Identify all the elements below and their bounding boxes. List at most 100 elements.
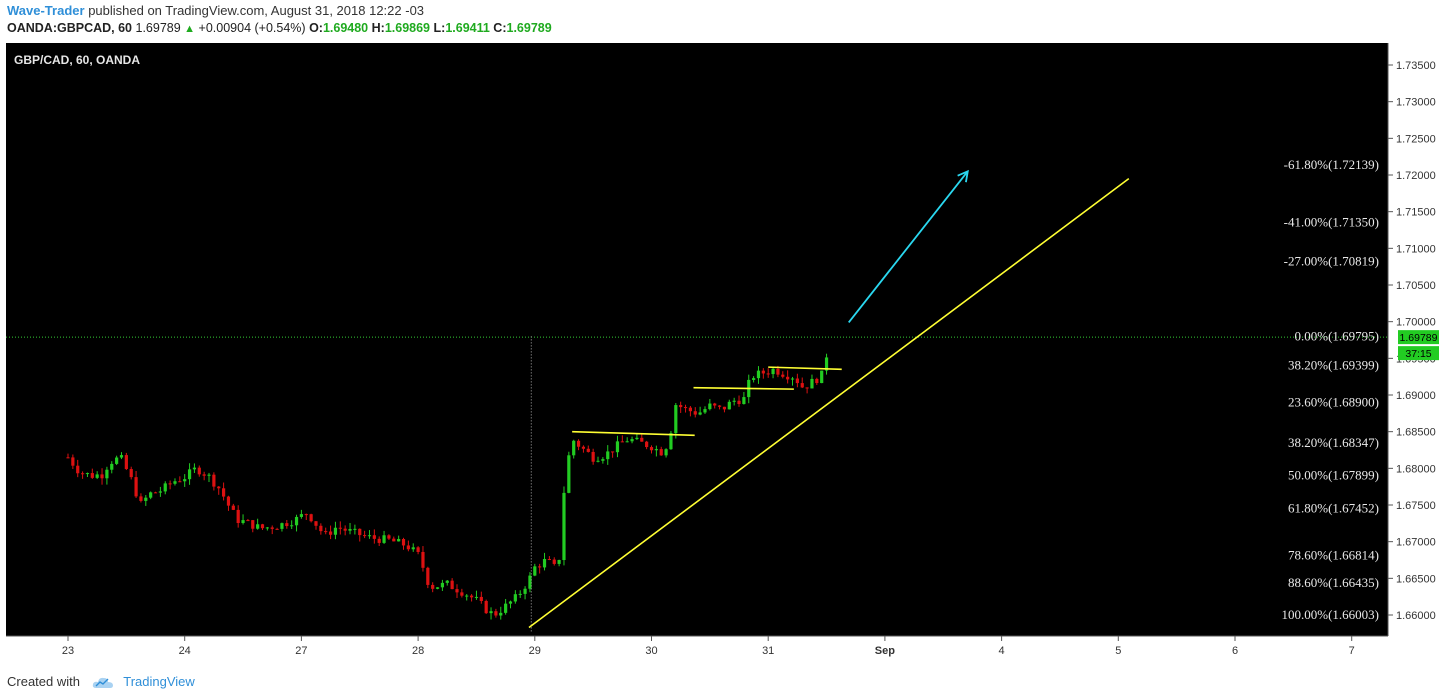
chart-title: GBP/CAD, 60, OANDA bbox=[14, 53, 140, 67]
price-tick-label: 1.71500 bbox=[1396, 207, 1436, 219]
candle-body bbox=[630, 439, 634, 442]
candle-body bbox=[328, 531, 333, 535]
price-change: +0.00904 (+0.54%) bbox=[198, 21, 306, 35]
candle-body bbox=[533, 566, 537, 576]
candle-body bbox=[416, 547, 420, 552]
candle-body bbox=[231, 505, 235, 510]
candle-body bbox=[333, 527, 338, 535]
resistance-line bbox=[693, 386, 794, 390]
price-tick-label: 1.71000 bbox=[1396, 243, 1436, 255]
candle-body bbox=[246, 520, 250, 522]
candle-body bbox=[790, 378, 795, 380]
candle-body bbox=[110, 463, 114, 470]
price-axis[interactable]: 1.73500 1.73000 1.72500 1.72000 1.71500 1.710… bbox=[1388, 60, 1439, 622]
candle-body bbox=[698, 412, 702, 415]
candle-body bbox=[241, 520, 245, 524]
time-tick-label: 24 bbox=[179, 645, 191, 657]
candle-body bbox=[732, 400, 736, 402]
candle-body bbox=[324, 531, 328, 533]
candle-body bbox=[212, 474, 216, 487]
candle-body bbox=[178, 481, 182, 483]
candle-body bbox=[771, 368, 775, 375]
candle-body bbox=[504, 603, 508, 613]
candles-group bbox=[66, 353, 829, 620]
close-value: 1.69789 bbox=[506, 21, 552, 35]
time-tick-label: 27 bbox=[295, 645, 307, 657]
candle-body bbox=[484, 600, 488, 614]
price-tick-label: 1.73500 bbox=[1396, 60, 1436, 72]
high-label: H: bbox=[371, 21, 385, 35]
candle-body bbox=[124, 455, 128, 470]
candle-body bbox=[139, 496, 143, 501]
tradingview-logo-icon bbox=[92, 677, 113, 688]
candle-body bbox=[654, 449, 658, 451]
candle-body bbox=[251, 520, 255, 529]
fib-level-label: 38.20%(1.69399) bbox=[1288, 358, 1379, 373]
candle-body bbox=[800, 383, 804, 388]
author-link[interactable]: Wave-Trader bbox=[7, 3, 85, 18]
tradingview-link[interactable]: TradingView bbox=[123, 674, 195, 689]
candle-body bbox=[158, 491, 162, 493]
fib-level-label: -61.80%(1.72139) bbox=[1284, 157, 1379, 172]
candle-body bbox=[469, 595, 474, 598]
candle-body bbox=[445, 580, 449, 583]
candle-body bbox=[217, 486, 221, 489]
price-tick-label: 1.68500 bbox=[1396, 427, 1436, 439]
fib-level-label: 61.80%(1.67452) bbox=[1288, 501, 1379, 516]
up-arrow-icon: ▲ bbox=[184, 23, 196, 35]
candle-body bbox=[805, 387, 809, 389]
candle-body bbox=[591, 451, 595, 462]
candle-body bbox=[737, 400, 741, 405]
time-axis[interactable]: 23 24 27 28 29 30 31 Sep 4 5 6 7 bbox=[62, 636, 1355, 657]
time-tick-label: 29 bbox=[529, 645, 541, 657]
candle-body bbox=[275, 528, 279, 530]
candle-body bbox=[474, 596, 479, 598]
candle-body bbox=[265, 527, 269, 529]
candle-body bbox=[450, 580, 454, 590]
candle-body bbox=[625, 441, 629, 443]
candle-body bbox=[820, 370, 824, 384]
plot-background bbox=[6, 43, 1388, 636]
candle-body bbox=[236, 509, 240, 524]
candle-body bbox=[134, 477, 138, 497]
fib-level-label: 88.60%(1.66435) bbox=[1288, 575, 1379, 590]
candle-body bbox=[163, 483, 167, 492]
candle-body bbox=[95, 474, 99, 478]
candle-body bbox=[435, 587, 440, 589]
candle-body bbox=[810, 378, 814, 389]
candle-body bbox=[708, 403, 712, 410]
candle-body bbox=[119, 455, 124, 458]
price-tick-label: 1.72000 bbox=[1396, 170, 1436, 182]
candle-body bbox=[576, 440, 581, 447]
fib-level-label: 23.60%(1.68900) bbox=[1288, 394, 1379, 409]
candle-body bbox=[489, 611, 493, 614]
candle-body bbox=[717, 405, 722, 407]
fib-level-label: 100.00%(1.66003) bbox=[1282, 607, 1380, 622]
price-chart[interactable]: -61.80%(1.72139) -41.00%(1.71350) -27.00%(… bbox=[0, 43, 1444, 663]
candle-body bbox=[299, 514, 303, 517]
candle-body bbox=[703, 409, 707, 413]
candle-body bbox=[129, 469, 133, 478]
candle-body bbox=[192, 467, 197, 470]
candle-body bbox=[674, 405, 678, 434]
price-tick-label: 1.69000 bbox=[1396, 390, 1436, 402]
candle-body bbox=[187, 469, 192, 480]
price-tick-label: 1.66500 bbox=[1396, 573, 1436, 585]
candle-body bbox=[824, 357, 829, 371]
candle-body bbox=[202, 474, 206, 476]
candle-body bbox=[620, 441, 624, 443]
fib-level-label: 50.00%(1.67899) bbox=[1288, 468, 1379, 483]
candle-body bbox=[615, 441, 620, 453]
time-tick-label: 5 bbox=[1115, 645, 1121, 657]
candle-body bbox=[552, 559, 556, 564]
candle-body bbox=[557, 560, 561, 564]
candle-body bbox=[815, 378, 819, 384]
candle-body bbox=[538, 566, 542, 568]
candle-body bbox=[71, 457, 75, 466]
candle-body bbox=[197, 467, 201, 475]
candle-body bbox=[90, 473, 94, 478]
quote-line: OANDA:GBPCAD, 60 1.69789 ▲ +0.00904 (+0.… bbox=[7, 21, 552, 35]
candle-body bbox=[713, 403, 717, 406]
candle-body bbox=[601, 459, 605, 461]
candle-body bbox=[80, 473, 85, 475]
